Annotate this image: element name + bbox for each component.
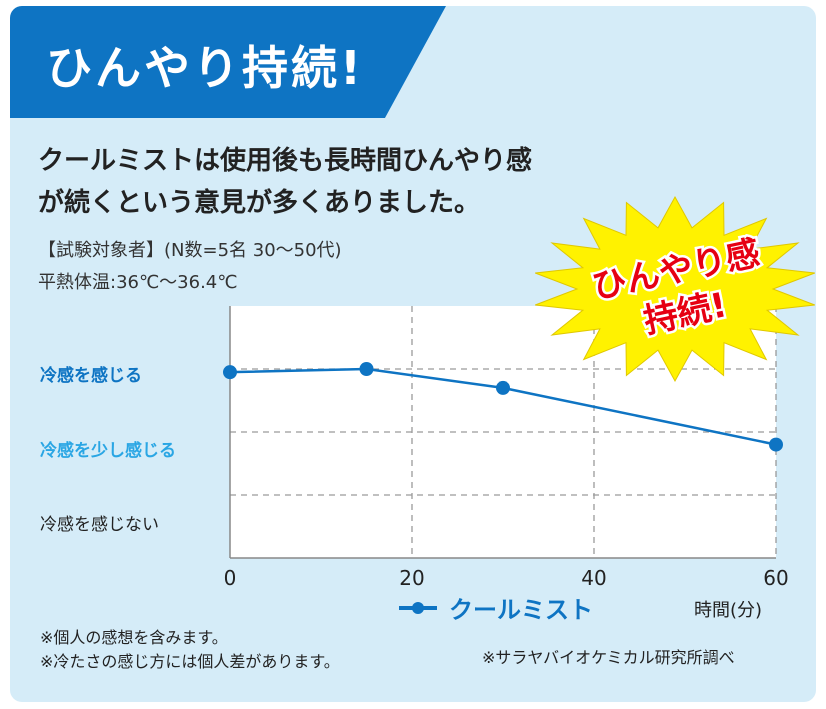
legend-series-label: クールミスト — [449, 596, 593, 624]
x-tick-label: 20 — [399, 566, 425, 590]
series-line — [229, 367, 777, 446]
data-point — [223, 365, 237, 380]
lead-line-1: クールミストは使用後も長時間ひんやり感 — [38, 146, 533, 176]
source-note: ※サラヤバイオケミカル研究所調べ — [482, 648, 735, 667]
title-banner — [10, 6, 446, 118]
legend-line-marker-icon — [399, 601, 437, 614]
x-tick-label: 0 — [223, 566, 237, 590]
lead-text: クールミストは使用後も長時間ひんやり感 が続くという意見が多くありました。 — [38, 140, 532, 224]
data-point — [359, 362, 374, 376]
note-personal: ※個人の感想を含みます。 — [40, 628, 228, 647]
y-label-no-cool: 冷感を感じない — [40, 515, 159, 535]
banner-title: ひんやり持続! — [46, 41, 364, 95]
temperature-info: 平熱体温:36℃〜36.4℃ — [38, 272, 238, 293]
starburst-shape — [535, 195, 815, 383]
data-point — [769, 437, 783, 452]
y-label-feel-slightly-cool: 冷感を少し感じる — [40, 441, 176, 461]
x-tick-label: 40 — [581, 566, 607, 590]
starburst-badge: ひんやり感 持続! — [535, 195, 815, 383]
y-label-feel-cool: 冷感を感じる — [40, 366, 142, 386]
subjects-info: 【試験対象者】(N数=5名 30〜50代) — [38, 240, 342, 261]
lead-line-2: が続くという意見が多くありました。 — [38, 188, 481, 218]
chart-legend: クールミスト — [397, 590, 593, 625]
x-tick-label: 60 — [763, 566, 789, 590]
data-point — [496, 380, 510, 395]
note-individual-difference: ※冷たさの感じ方には個人差があります。 — [40, 652, 340, 671]
x-axis-title: 時間(分) — [694, 600, 763, 621]
